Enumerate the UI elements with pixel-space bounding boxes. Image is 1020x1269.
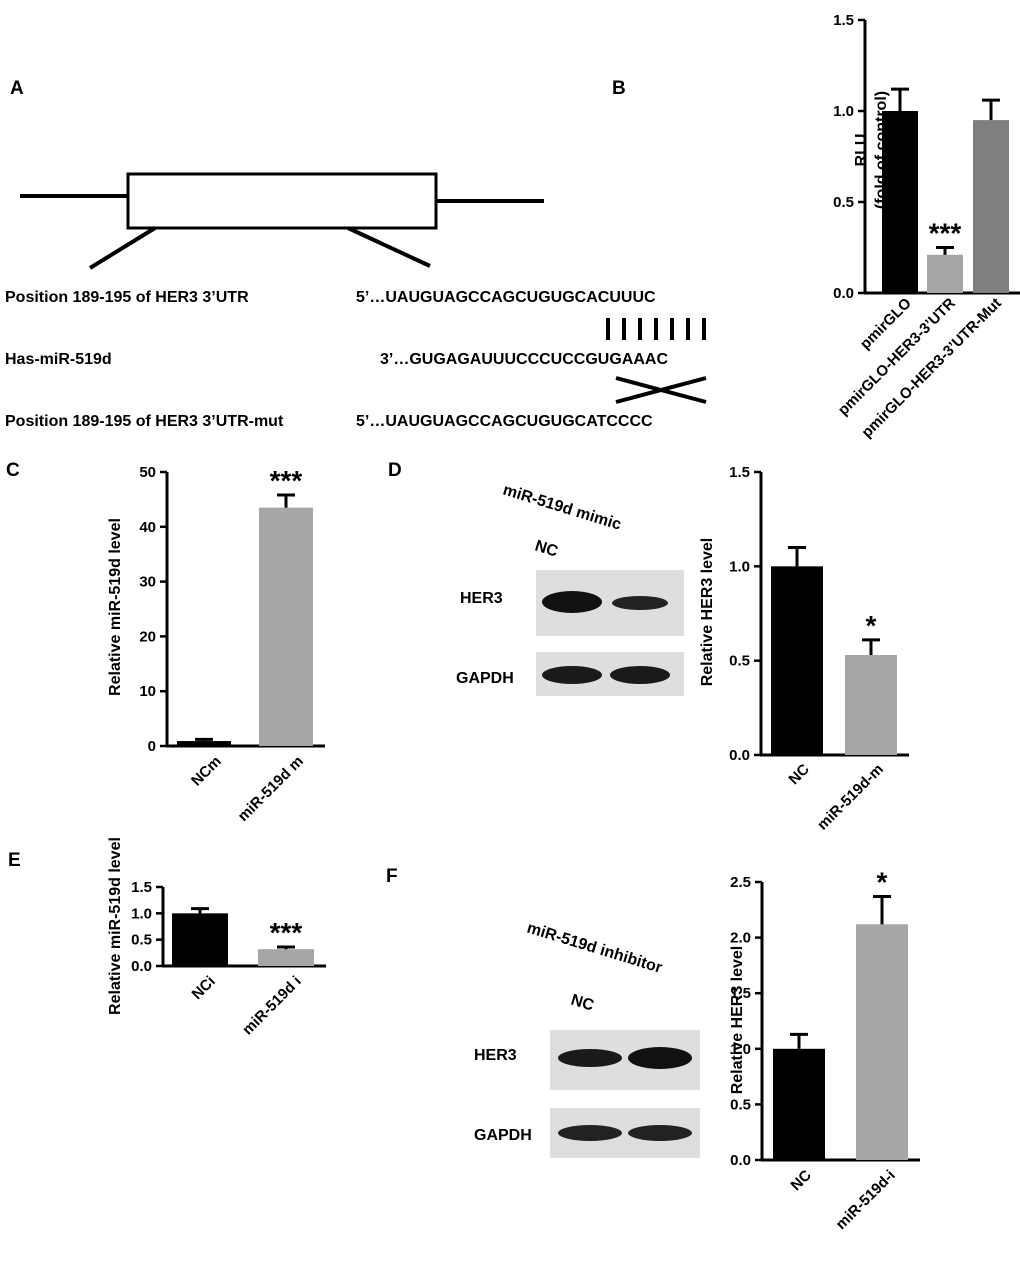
row1-label: Position 189-195 of HER3 3’UTR [5, 289, 249, 306]
panel-label-b: B [612, 78, 626, 99]
chart-b-tick-label: 1.0 [833, 103, 854, 120]
chart-d: 0.0 0.5 1.0 1.5 Relative HER3 level NC * miR-51… [699, 464, 909, 834]
chart-c-tick-label: 10 [139, 683, 156, 700]
chart-d-category-label: miR-519d-m [814, 761, 887, 834]
blot-f-her3-band-nc [558, 1049, 622, 1067]
chart-c-ylabel-line: Relative miR-519d level [107, 518, 124, 696]
chart-e-tick-label: 1.5 [131, 879, 152, 896]
cds-box [126, 172, 438, 230]
row2-sequence: 3’…GUGAGAUUUCCCUCCGUGAAAC [380, 351, 668, 368]
blot-f-header: miR-519d inhibitor [525, 920, 664, 977]
panel-label-c: C [6, 460, 20, 481]
chart-b-bar [973, 120, 1009, 293]
chart-f-tick-label: 1.0 [730, 1041, 751, 1058]
chart-e-bar [258, 949, 314, 966]
row2-label: Has-miR-519d [5, 351, 112, 368]
panel-label-d: D [388, 460, 402, 481]
row3-sequence: 5’…UAUGUAGCCAGCUGUGCATCCCC [356, 413, 653, 430]
chart-d-tick-label: 0.0 [729, 747, 750, 764]
blot-f-gapdh-band-inhibitor [628, 1125, 692, 1141]
blot-d-her3-band-nc [542, 591, 602, 613]
chart-f-tick-label: 2.0 [730, 930, 751, 947]
blot-d-lane-nc: NC [533, 538, 560, 561]
mismatch-cross [615, 376, 707, 404]
blot-d-her3-label: HER3 [460, 590, 503, 607]
chart-e-tick-label: 1.0 [131, 905, 152, 922]
western-blot-d: miR-519d mimic NC HER3 GAPDH [456, 482, 684, 696]
chart-c-category-label: NCm [188, 753, 225, 790]
chart-f-ylabel: Relative HER3 level [729, 946, 746, 1095]
chart-f-tick-label: 0.0 [730, 1152, 751, 1169]
chart-c: 0 10 20 30 40 50 Relative miR-519d level NCm ***… [107, 464, 325, 825]
pairing-bars [606, 318, 706, 340]
chart-c-tick-label: 30 [139, 574, 156, 591]
chart-e-significance: *** [270, 917, 303, 948]
chart-e-ylabel: Relative miR-519d level [107, 837, 124, 1015]
chart-d-tick-label: 1.0 [729, 558, 750, 575]
blot-f-lane-nc: NC [569, 992, 596, 1015]
blot-d-gapdh-band-nc [542, 666, 602, 684]
panel-label-e: E [8, 850, 21, 871]
chart-c-tick-label: 50 [139, 464, 156, 481]
chart-c-tick-label: 20 [139, 628, 156, 645]
chart-f-category-label: NC [787, 1167, 814, 1194]
chart-c-category-label: miR-519d m [235, 753, 307, 825]
chart-f-category-label: miR-519d-i [833, 1167, 899, 1233]
blot-d-her3-band-mimic [612, 596, 668, 610]
chart-f-ylabel-line: Relative HER3 level [729, 946, 746, 1095]
blot-d-gapdh-label: GAPDH [456, 670, 514, 687]
blot-f-gapdh-band-nc [558, 1125, 622, 1141]
utr-diagram: Position 189-195 of HER3 3’UTR 5’…UAUGUA… [5, 172, 707, 430]
blot-f-her3-band-inhibitor [628, 1047, 692, 1069]
chart-c-tick-label: 40 [139, 519, 156, 536]
chart-d-ylabel-line: Relative HER3 level [699, 538, 716, 687]
chart-e-category-label: miR-519d i [239, 973, 305, 1039]
chart-d-bar [845, 655, 897, 755]
blot-d-header: miR-519d mimic [501, 482, 623, 534]
chart-c-significance: *** [270, 465, 303, 496]
chart-d-tick-label: 1.5 [729, 464, 750, 481]
chart-e: 0.0 0.5 1.0 1.5 Relative miR-519d level NCi **… [107, 837, 326, 1038]
panel-label-f: F [386, 866, 398, 887]
chart-e-tick-label: 0.0 [131, 958, 152, 975]
chart-f: 0.0 0.5 1.0 1.5 2.0 2.5 Relative HER3 level NC *… [729, 866, 920, 1233]
blot-d-gapdh-band-mimic [610, 666, 670, 684]
chart-d-ylabel: Relative HER3 level [699, 538, 716, 687]
chart-b-bar [882, 111, 918, 293]
chart-e-category-label: NCi [189, 973, 219, 1003]
chart-f-bar [773, 1048, 825, 1160]
chart-d-significance: * [866, 610, 877, 641]
chart-c-bar [177, 741, 231, 746]
chart-b-tick-label: 0.0 [833, 285, 854, 302]
chart-c-tick-label: 0 [148, 738, 156, 755]
chart-f-tick-label: 1.5 [730, 985, 751, 1002]
chart-d-bar [771, 566, 823, 755]
chart-f-tick-label: 2.5 [730, 874, 751, 891]
western-blot-f: miR-519d inhibitor NC HER3 GAPDH [474, 920, 700, 1158]
chart-b-tick-label: 1.5 [833, 12, 854, 29]
zoom-line-left [88, 226, 157, 270]
chart-c-ylabel: Relative miR-519d level [107, 518, 124, 696]
panel-label-a: A [10, 78, 24, 99]
chart-f-tick-label: 0.5 [730, 1096, 751, 1113]
chart-b-tick-label: 0.5 [833, 194, 854, 211]
chart-f-significance: * [877, 866, 888, 897]
chart-e-ylabel-line: Relative miR-519d level [107, 837, 124, 1015]
blot-f-gapdh-label: GAPDH [474, 1127, 532, 1144]
chart-e-bar [172, 913, 228, 966]
chart-e-tick-label: 0.5 [131, 932, 152, 949]
chart-d-category-label: NC [785, 761, 812, 788]
row3-label: Position 189-195 of HER3 3’UTR-mut [5, 413, 284, 430]
chart-b-ylabel-line: RLU [853, 134, 870, 167]
chart-c-bar [259, 507, 313, 746]
blot-f-her3-label: HER3 [474, 1047, 517, 1064]
chart-f-bar [856, 924, 908, 1160]
row1-sequence: 5’…UAUGUAGCCAGCUGUGCACUUUC [356, 289, 656, 306]
zoom-line-right [347, 226, 431, 268]
chart-b-significance: *** [929, 218, 962, 249]
chart-b-bar [927, 254, 963, 293]
chart-d-tick-label: 0.5 [729, 653, 750, 670]
